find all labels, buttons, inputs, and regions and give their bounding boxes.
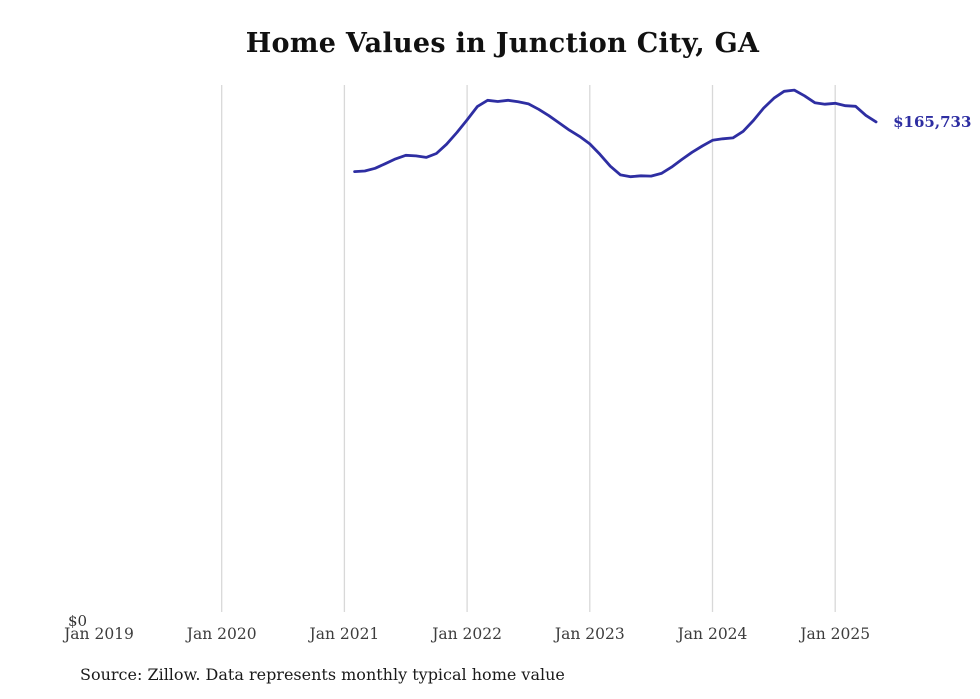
latest-value-label: $165,733	[893, 112, 972, 131]
x-tick-label: Jan 2021	[309, 625, 380, 643]
source-note: Source: Zillow. Data represents monthly …	[80, 665, 565, 684]
y-axis-zero-label: $0	[68, 612, 88, 630]
x-tick-label: Jan 2025	[800, 625, 871, 643]
x-tick-label: Jan 2024	[677, 625, 748, 643]
x-tick-label: Jan 2022	[432, 625, 502, 643]
x-tick-label: Jan 2023	[554, 625, 625, 643]
home-value-line	[353, 88, 878, 179]
x-tick-label: Jan 2019	[64, 625, 134, 643]
x-tick-label: Jan 2020	[186, 625, 257, 643]
chart-title: Home Values in Junction City, GA	[245, 28, 760, 59]
